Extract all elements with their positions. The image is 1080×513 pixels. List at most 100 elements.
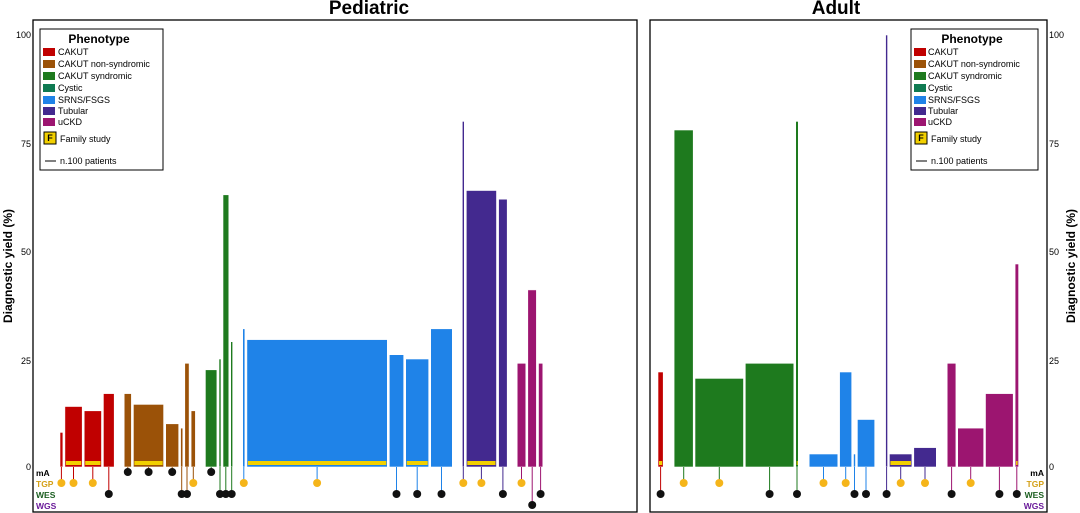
bar-1-14 bbox=[985, 393, 1014, 468]
test-dot-0-13 bbox=[227, 490, 236, 498]
bar-0-0 bbox=[59, 432, 64, 468]
y-tick-label: 75 bbox=[21, 139, 31, 149]
test-row-label-ma: mA bbox=[1030, 468, 1044, 478]
legend-swatch-cakut-non-syndromic bbox=[914, 60, 926, 68]
y-axis-label-left: Diagnostic yield (%) bbox=[1, 209, 15, 323]
family-marker-0-20 bbox=[467, 461, 496, 465]
bar-0-10 bbox=[205, 369, 218, 468]
bar-0-7 bbox=[180, 427, 184, 468]
bar-0-11 bbox=[218, 358, 222, 468]
legend-adult: Phenotype CAKUT CAKUT non-syndromic CAKU… bbox=[910, 28, 1039, 171]
test-dot-1-11 bbox=[921, 479, 929, 487]
bar-0-18 bbox=[430, 328, 453, 468]
y-tick-label: 25 bbox=[1049, 356, 1059, 366]
test-dot-0-3 bbox=[104, 490, 113, 498]
test-dot-0-6 bbox=[168, 468, 177, 476]
test-dot-1-12 bbox=[947, 490, 956, 498]
test-dot-1-2 bbox=[715, 479, 724, 487]
legend-label: Tubular bbox=[928, 106, 958, 116]
bar-0-20 bbox=[465, 190, 497, 468]
bar-1-15 bbox=[1014, 263, 1019, 468]
bar-0-24 bbox=[538, 362, 544, 468]
test-dot-0-23 bbox=[528, 501, 537, 509]
legend-label: CAKUT non-syndromic bbox=[58, 59, 150, 69]
bar-1-13 bbox=[957, 427, 985, 468]
legend-label: Cystic bbox=[928, 83, 953, 93]
bar-1-5 bbox=[808, 453, 839, 468]
bar-1-3 bbox=[744, 362, 795, 468]
test-row-label-tgp: TGP bbox=[1027, 479, 1045, 489]
test-dot-0-22 bbox=[517, 479, 526, 487]
y-tick-label: 100 bbox=[16, 30, 31, 40]
test-row-label-wgs: WGS bbox=[1024, 501, 1045, 511]
legend-swatch-tubular bbox=[43, 107, 55, 115]
legend-label: CAKUT bbox=[928, 47, 959, 57]
legend-label: Cystic bbox=[58, 83, 83, 93]
legend-swatch-srns-fsgs bbox=[914, 96, 926, 104]
bar-0-6 bbox=[165, 423, 179, 468]
legend-swatch-srns-fsgs bbox=[43, 96, 55, 104]
family-marker-1-10 bbox=[890, 461, 911, 465]
bar-1-1 bbox=[673, 129, 694, 468]
legend-label: CAKUT syndromic bbox=[58, 71, 132, 81]
legend-swatch-cakut bbox=[43, 48, 55, 56]
bar-0-4 bbox=[123, 393, 132, 468]
legend-swatch-cakut-non-syndromic bbox=[43, 60, 55, 68]
test-dot-0-4 bbox=[123, 468, 132, 476]
test-dot-0-8 bbox=[183, 490, 191, 498]
family-marker-1-15 bbox=[1016, 461, 1018, 465]
test-dot-0-24 bbox=[536, 490, 545, 498]
bar-0-17 bbox=[405, 358, 430, 468]
test-dot-1-6 bbox=[841, 479, 850, 487]
legend-label: CAKUT non-syndromic bbox=[928, 59, 1020, 69]
y-axis-label-right: Diagnostic yield (%) bbox=[1064, 209, 1078, 323]
y-tick-label: 50 bbox=[21, 247, 31, 257]
test-dot-0-17 bbox=[413, 490, 422, 498]
test-dot-0-14 bbox=[239, 479, 248, 487]
family-marker-0-2 bbox=[85, 461, 101, 465]
legend-box bbox=[39, 28, 164, 171]
y-tick-label: 50 bbox=[1049, 247, 1059, 257]
legend-scale-label: n.100 patients bbox=[931, 156, 988, 166]
legend-label: CAKUT syndromic bbox=[928, 71, 1002, 81]
family-study-symbol-letter: F bbox=[47, 133, 53, 143]
family-study-symbol bbox=[43, 131, 57, 145]
legend-box bbox=[910, 28, 1039, 171]
family-marker-0-17 bbox=[406, 461, 428, 465]
family-study-symbol bbox=[914, 131, 928, 145]
test-row-label-ma: mA bbox=[36, 468, 50, 478]
bar-0-2 bbox=[83, 410, 102, 468]
test-dot-0-10 bbox=[207, 468, 216, 476]
test-dot-0-12 bbox=[221, 490, 230, 498]
legend-swatch-uckd bbox=[43, 118, 55, 126]
legend-label: SRNS/FSGS bbox=[58, 95, 110, 105]
pediatric-panel-title: Pediatric bbox=[329, 0, 410, 19]
bar-1-8 bbox=[857, 419, 876, 468]
test-dot-1-15 bbox=[1012, 490, 1021, 498]
test-dot-0-0 bbox=[57, 479, 66, 487]
test-dot-0-1 bbox=[69, 479, 78, 487]
test-dot-0-16 bbox=[392, 490, 401, 498]
test-dot-0-18 bbox=[437, 490, 446, 498]
bar-0-3 bbox=[103, 393, 115, 468]
test-dot-0-11 bbox=[216, 490, 224, 498]
test-dot-1-8 bbox=[862, 490, 870, 498]
bar-0-12 bbox=[222, 194, 230, 468]
bar-1-7 bbox=[853, 453, 856, 468]
bar-1-12 bbox=[946, 362, 957, 468]
test-dot-1-0 bbox=[656, 490, 665, 498]
legend-label: uCKD bbox=[58, 117, 83, 127]
chart-marks bbox=[57, 34, 1021, 509]
pediatric-panel-frame bbox=[32, 19, 638, 513]
test-dot-1-4 bbox=[793, 490, 801, 498]
bar-0-22 bbox=[516, 362, 527, 468]
test-dot-0-15 bbox=[313, 479, 322, 487]
test-dot-1-5 bbox=[819, 479, 828, 487]
legend-label: uCKD bbox=[928, 117, 953, 127]
bar-1-0 bbox=[657, 371, 664, 468]
adult-panel-frame bbox=[649, 19, 1048, 513]
adult-panel-title: Adult bbox=[812, 0, 861, 19]
family-marker-0-1 bbox=[65, 461, 82, 465]
legend-family-label: Family study bbox=[60, 134, 111, 144]
